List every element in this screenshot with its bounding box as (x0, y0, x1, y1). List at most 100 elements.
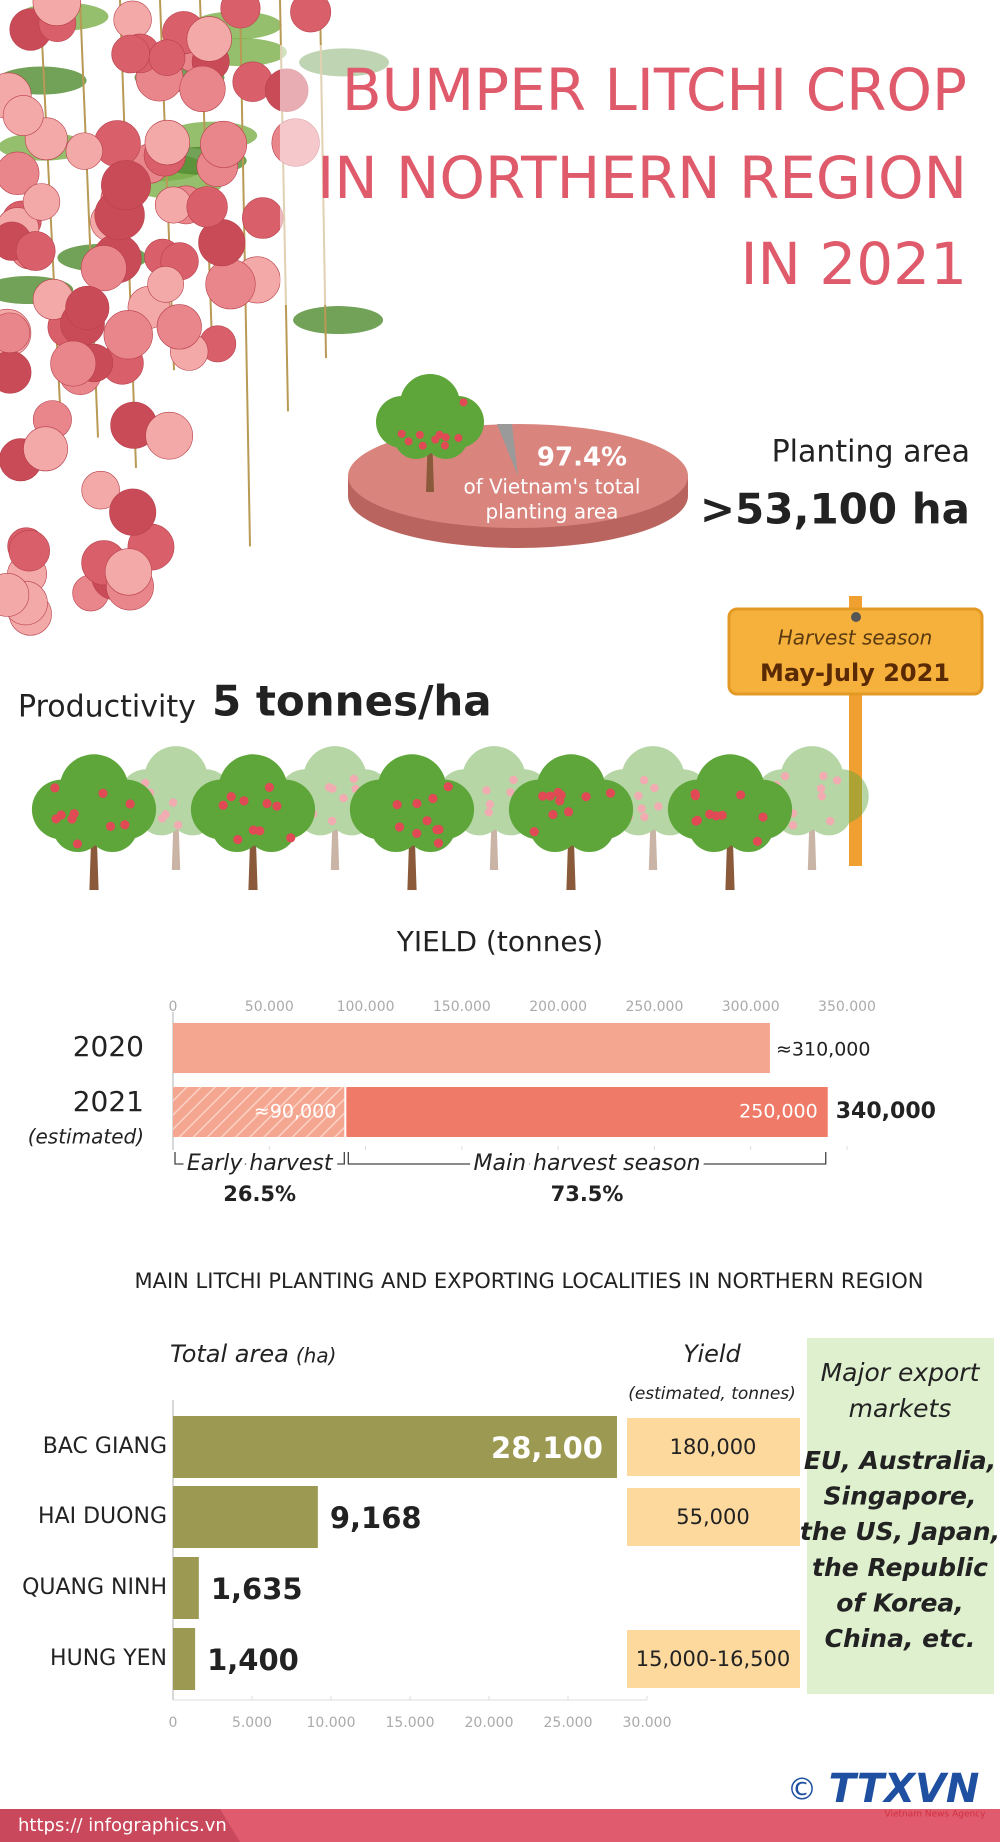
tree-fruit (327, 816, 337, 826)
tree-fruit (412, 798, 422, 809)
tree-crown (144, 746, 208, 810)
tree (508, 754, 634, 890)
category-label: QUANG NINH (22, 1575, 167, 1600)
tree-fruit (239, 796, 249, 806)
tree-fruit (69, 809, 79, 819)
tree-fruit (443, 782, 453, 792)
tree-fruit (394, 822, 405, 832)
litchi (0, 572, 30, 617)
x-tick-label: 25.000 (544, 1715, 593, 1731)
tree (31, 754, 157, 890)
markets-title: Major export (821, 1358, 981, 1387)
category-label: 2021 (73, 1085, 144, 1118)
category-label: HUNG YEN (50, 1646, 167, 1671)
tree-fruit (691, 816, 701, 826)
yield-value: 180,000 (670, 1435, 757, 1459)
tree-fruit (264, 782, 275, 792)
bar-segment (173, 1087, 345, 1137)
tree-fruit (605, 788, 616, 798)
value-label: ≈90,000 (254, 1101, 336, 1123)
tree-crown (405, 801, 456, 853)
tree-fruit (434, 824, 444, 835)
litchi (148, 39, 186, 77)
productivity-value: 5 tonnes/ha (212, 677, 492, 726)
yield-box (627, 1488, 800, 1546)
category-label: BAC GIANG (43, 1434, 167, 1459)
bar (173, 1416, 617, 1478)
tree-fruit (173, 820, 183, 830)
tree-fruit (817, 792, 827, 801)
category-label: HAI DUONG (38, 1504, 167, 1529)
litchi (156, 304, 202, 350)
tree-crown (814, 769, 869, 824)
yield-value: 15,000-16,500 (636, 1647, 791, 1671)
copyright: © (787, 1773, 817, 1808)
chart-title: YIELD (tonnes) (396, 925, 603, 958)
litchi (113, 0, 152, 39)
tree-fruit (255, 826, 265, 836)
x-tick-label: 10.000 (307, 1715, 356, 1731)
litchi (80, 245, 127, 292)
tree-fruit (548, 809, 558, 820)
litchi (104, 548, 153, 596)
tree-trunk (330, 807, 340, 870)
tree-fruit (825, 816, 835, 826)
x-tick-label: 200.000 (529, 999, 587, 1015)
tree-fruit (324, 783, 334, 792)
bar (173, 1486, 318, 1548)
markets-text: of Korea, (836, 1588, 964, 1617)
tree-fruit (226, 791, 236, 802)
harvest-label: Harvest season (778, 626, 933, 650)
tree-fruit (431, 435, 440, 444)
litchi (65, 285, 110, 330)
bar-segment (346, 1087, 828, 1137)
productivity-label: Productivity (18, 690, 196, 725)
bracket-label: Main harvest season (474, 1151, 701, 1176)
tree-fruit (555, 796, 565, 806)
tree-fruit (262, 798, 272, 809)
tree-fruit (705, 809, 715, 819)
tree (376, 374, 484, 492)
tree-fruit (758, 812, 768, 822)
tree-fruit (717, 810, 727, 820)
litchi (220, 0, 261, 29)
tree-fruit (581, 792, 591, 802)
tree-fruit (397, 429, 406, 438)
litchi-illustration (0, 0, 1000, 636)
markets-text: Singapore, (824, 1482, 977, 1511)
tree-fruit (485, 800, 495, 809)
litchi (109, 488, 157, 536)
tree-fruit (538, 791, 548, 801)
tree-crown (723, 801, 774, 853)
bracket (347, 1152, 827, 1165)
agency: Vietnam News Agency (885, 1810, 987, 1820)
tree-crown (564, 801, 615, 853)
tree-fruit (780, 771, 790, 781)
tree-fruit (422, 816, 432, 826)
tree (667, 754, 793, 890)
tree-crown (462, 746, 526, 810)
markets-box (807, 1338, 994, 1694)
tree-fruit (441, 433, 450, 442)
tree-fruit (392, 799, 402, 810)
markets-text: the Republic (812, 1553, 988, 1582)
tree-crown (780, 746, 844, 810)
tree-fruit (404, 437, 413, 446)
tree-fruit (752, 836, 762, 846)
tree-crown (303, 746, 367, 810)
title-veil (280, 45, 1000, 305)
leaf (293, 306, 384, 335)
value-label: 28,100 (491, 1431, 603, 1465)
litchi (144, 119, 191, 166)
harvest-sign (727, 596, 984, 866)
planting-value: >53,100 ha (700, 485, 970, 534)
tree-fruit (736, 790, 746, 800)
disk-slice (497, 424, 518, 476)
yield-box (627, 1418, 800, 1476)
x-tick-label: 150.000 (433, 999, 491, 1015)
yield-subtitle: (estimated, tonnes) (628, 1384, 796, 1404)
tree-trunk (807, 807, 817, 870)
title-line: IN NORTHERN REGION (317, 144, 967, 212)
category-note: (estimated) (28, 1125, 144, 1149)
